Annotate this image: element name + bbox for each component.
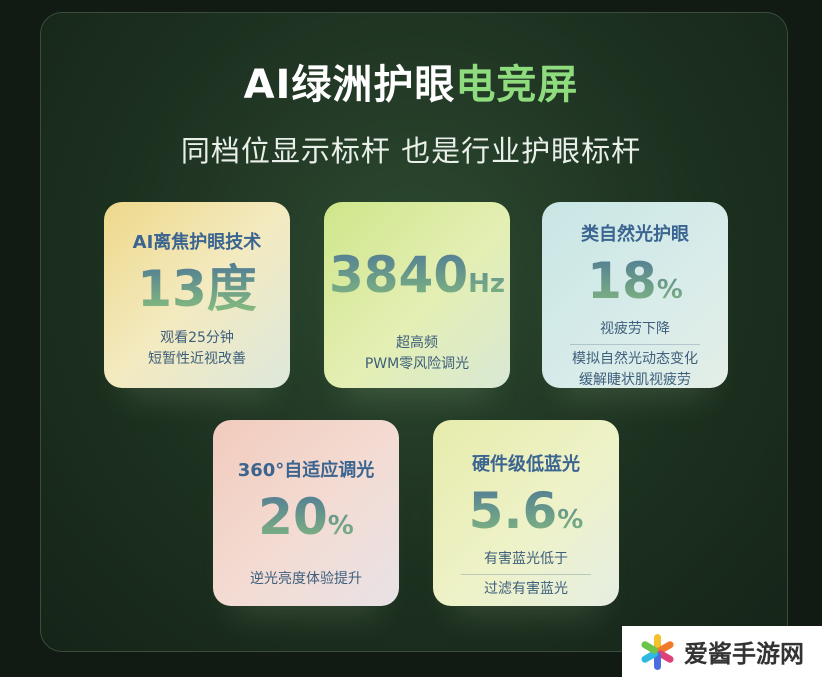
feature-card-natural-light: 类自然光护眼 18% 视疲劳下降 模拟自然光动态变化 缓解睫状肌视疲劳 bbox=[542, 202, 728, 388]
card-line: 短暂性近视改善 bbox=[148, 351, 246, 367]
card-line: 缓解睫状肌视疲劳 bbox=[579, 372, 691, 388]
card-heading: 360°自适应调光 bbox=[237, 460, 375, 481]
feature-card-low-blue-light: 硬件级低蓝光 5.6% 有害蓝光低于 过滤有害蓝光 bbox=[433, 420, 619, 606]
headline: AI绿洲护眼电竞屏 bbox=[0, 52, 822, 110]
card-value: 13度 bbox=[104, 260, 290, 318]
card-heading: 类自然光护眼 bbox=[581, 224, 689, 245]
card-line: 模拟自然光动态变化 bbox=[572, 351, 698, 367]
watermark: 爱酱手游网 bbox=[622, 626, 822, 677]
feature-card-defocus: AI离焦护眼技术 13度 观看25分钟 短暂性近视改善 bbox=[104, 202, 290, 388]
feature-card-adaptive-dimming: 360°自适应调光 20% 逆光亮度体验提升 bbox=[213, 420, 399, 606]
card-heading: 硬件级低蓝光 bbox=[472, 454, 580, 475]
card-value: 18% bbox=[542, 252, 728, 319]
watermark-text: 爱酱手游网 bbox=[684, 640, 804, 668]
card-line: 过滤有害蓝光 bbox=[484, 581, 568, 597]
card-value: 3840Hz bbox=[324, 246, 510, 313]
card-line: 逆光亮度体验提升 bbox=[250, 571, 362, 587]
headline-green: 电竞屏 bbox=[455, 62, 579, 108]
card-line: 视疲劳下降 bbox=[600, 321, 670, 337]
headline-white: AI绿洲护眼 bbox=[243, 62, 456, 108]
card-heading: AI离焦护眼技术 bbox=[132, 232, 262, 253]
divider bbox=[570, 344, 700, 345]
subtitle: 同档位显示标杆 也是行业护眼标杆 bbox=[180, 134, 642, 168]
card-line: PWM零风险调光 bbox=[364, 356, 470, 372]
card-line: 有害蓝光低于 bbox=[484, 551, 568, 567]
flower-logo-icon bbox=[638, 633, 676, 671]
card-value: 5.6% bbox=[433, 482, 619, 549]
card-line: 观看25分钟 bbox=[160, 330, 234, 346]
card-line: 超高频 bbox=[396, 335, 438, 351]
feature-card-pwm: 3840Hz 超高频 PWM零风险调光 bbox=[324, 202, 510, 388]
card-value: 20% bbox=[213, 488, 399, 555]
divider bbox=[461, 574, 591, 575]
